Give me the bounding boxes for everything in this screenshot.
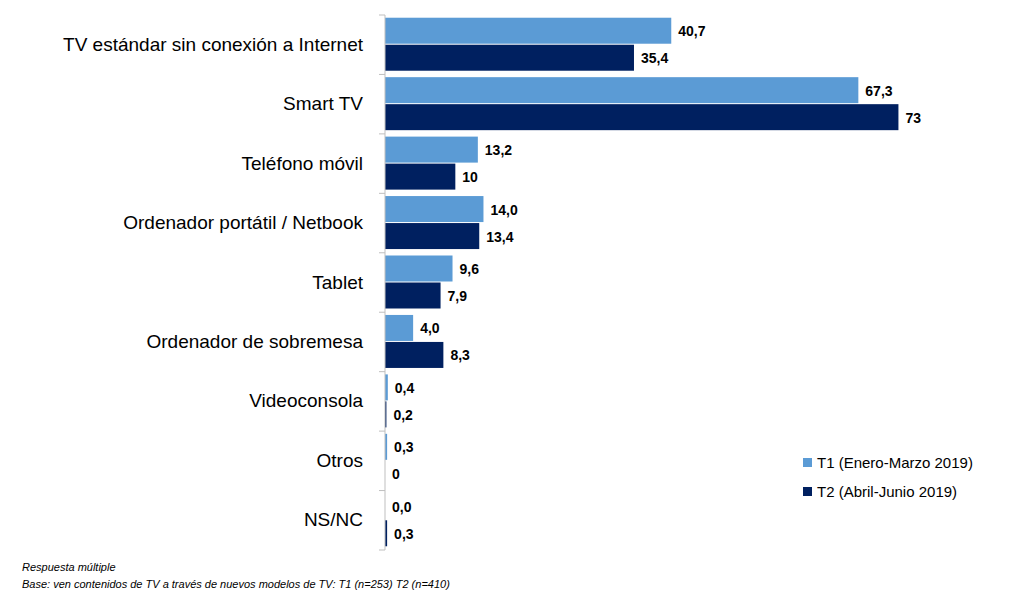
category-separator (379, 15, 385, 16)
category-separator (379, 371, 385, 372)
data-label: 35,4 (641, 50, 668, 66)
data-label: 4,0 (420, 320, 440, 336)
bar (385, 223, 479, 249)
bar (385, 77, 858, 103)
bar (385, 104, 898, 130)
category-label: Videoconsola (249, 390, 363, 411)
category-label: Teléfono móvil (242, 153, 363, 174)
category-separator (379, 490, 385, 491)
data-label: 0 (392, 466, 400, 482)
data-label: 0,0 (392, 499, 412, 515)
legend-label: T1 (Enero-Marzo 2019) (817, 454, 973, 471)
category-separator (379, 312, 385, 313)
data-label: 13,4 (486, 229, 513, 245)
legend-swatch (803, 487, 812, 496)
data-label: 9,6 (460, 261, 480, 277)
bar (385, 164, 455, 190)
data-label: 0,3 (394, 439, 414, 455)
legend: T1 (Enero-Marzo 2019) T2 (Abril-Junio 201… (803, 454, 973, 500)
bar (385, 196, 483, 222)
bar (385, 18, 671, 44)
data-label: 10 (462, 169, 478, 185)
bar (385, 45, 634, 71)
bar (385, 283, 441, 309)
data-label: 40,7 (678, 23, 705, 39)
chart: TV estándar sin conexión a Internet Smart… (0, 0, 1024, 605)
category-separator (379, 252, 385, 253)
category-label: Ordenador portátil / Netbook (123, 212, 363, 233)
data-label: 7,9 (448, 288, 468, 304)
data-label: 8,3 (450, 347, 470, 363)
category-label: Tablet (312, 272, 363, 293)
data-label: 0,3 (394, 526, 414, 542)
category-label: Smart TV (283, 93, 363, 114)
bar (385, 137, 478, 163)
category-label: Otros (317, 450, 363, 471)
category-label: NS/NC (304, 509, 363, 530)
data-label: 13,2 (485, 142, 512, 158)
bar (385, 315, 413, 341)
data-label: 0,4 (395, 380, 415, 396)
data-label: 73 (905, 110, 921, 126)
data-label: 67,3 (865, 83, 892, 99)
category-separator (379, 133, 385, 134)
data-label: 14,0 (490, 202, 517, 218)
category-separator (379, 74, 385, 75)
category-separator (379, 550, 385, 551)
category-label: TV estándar sin conexión a Internet (63, 34, 364, 55)
legend-label: T2 (Abril-Junio 2019) (817, 483, 957, 500)
category-axis (385, 15, 386, 550)
bar (385, 256, 453, 282)
legend-swatch (803, 458, 812, 467)
category-label: Ordenador de sobremesa (146, 331, 363, 352)
note: Respuesta múltiple (22, 561, 116, 573)
labels: TV estándar sin conexión a Internet Smart… (63, 23, 921, 542)
bar (385, 342, 443, 368)
data-label: 0,2 (393, 407, 413, 423)
category-separator (379, 431, 385, 432)
category-separator (379, 193, 385, 194)
note: Base: ven contenidos de TV a través de n… (22, 578, 450, 590)
